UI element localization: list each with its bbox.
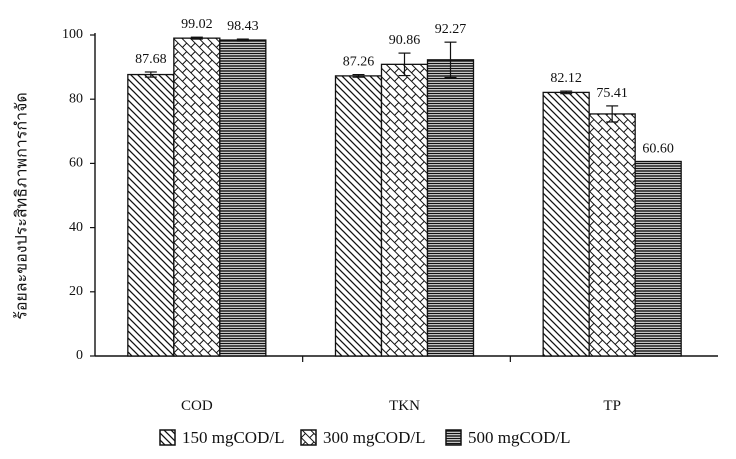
y-axis-title-group: ร้อยละของประสิทธิภาพการกำจัด [12,92,31,320]
x-tick-label: TP [603,398,621,414]
bar [588,113,636,357]
data-label: 92.27 [435,22,467,37]
bar [380,63,429,357]
bar [634,160,682,357]
data-label: 98.43 [227,19,259,34]
bar [542,91,590,357]
data-label: 87.68 [135,52,167,67]
data-label: 90.86 [389,33,421,48]
y-tick-label: 0 [76,348,83,363]
legend-label: 500 mgCOD/L [468,428,570,447]
y-tick-label: 80 [69,91,83,106]
y-axis-title: ร้อยละของประสิทธิภาพการกำจัด [12,92,31,320]
legend-swatch [445,429,462,446]
bar [334,75,383,357]
bar [173,37,221,357]
y-tick-label: 40 [69,220,83,235]
legend: 150 mgCOD/L 300 mgCOD/L 500 mgCOD/L [159,428,570,447]
legend-swatch [159,429,176,446]
data-label: 99.02 [181,17,213,32]
bars: 87.68 99.02 98.43 87.26 90.86 92.27 82.12 75.41… [127,17,682,357]
bar [127,73,175,357]
bar [426,59,475,357]
x-tick-label: TKN [389,398,420,414]
data-label: 82.12 [550,71,582,86]
x-tick-label: COD [181,398,213,414]
legend-swatch [300,429,317,446]
data-label: 87.26 [343,55,375,70]
legend-label: 150 mgCOD/L [182,428,284,447]
legend-label: 300 mgCOD/L [323,428,425,447]
y-tick-label: 20 [69,284,83,299]
y-tick-label: 60 [69,156,83,171]
category-labels: COD TKN TP [181,398,621,414]
data-label: 75.41 [596,86,628,101]
data-label: 60.60 [642,141,674,156]
y-tick-label: 100 [62,27,83,42]
bar [219,39,267,357]
